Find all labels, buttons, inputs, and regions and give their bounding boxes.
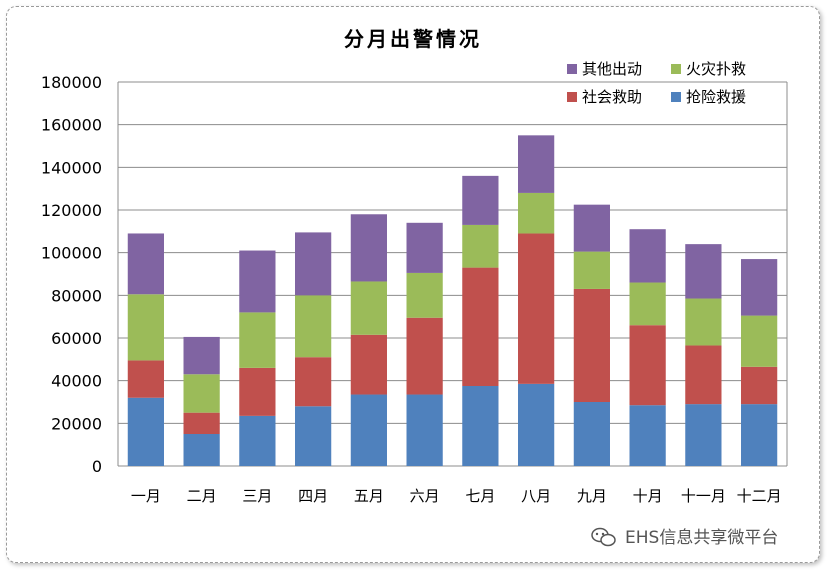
legend-swatch (671, 92, 681, 102)
bar-segment (685, 404, 722, 466)
gridlines (117, 81, 788, 467)
x-tick-label: 六月 (410, 487, 440, 505)
bar-segment (462, 224, 499, 268)
bar-segment (573, 288, 610, 402)
y-tick-label: 140000 (41, 158, 102, 177)
bar-segment (350, 394, 387, 466)
x-tick-label: 九月 (577, 487, 607, 505)
x-tick-label: 八月 (521, 487, 551, 505)
bar-segment (573, 204, 610, 252)
bar-segment (685, 244, 722, 299)
y-tick-label: 180000 (41, 73, 102, 92)
bar-segment (629, 229, 666, 283)
bar-segment (295, 295, 332, 358)
legend-label: 其他出动 (582, 60, 642, 78)
watermark: EHS信息共享微平台 (591, 527, 778, 548)
bar-segment (462, 175, 499, 225)
y-tick-label: 20000 (51, 414, 102, 433)
x-tick-label: 二月 (187, 487, 217, 505)
legend-label: 抢险救援 (686, 88, 746, 106)
y-tick-label: 120000 (41, 201, 102, 220)
y-tick-label: 160000 (41, 116, 102, 135)
bar-segment (629, 325, 666, 406)
x-tick-label: 五月 (354, 487, 384, 505)
bar-segment (462, 267, 499, 386)
x-tick-label: 三月 (242, 487, 272, 505)
bar-segment (518, 233, 555, 384)
x-tick-label: 一月 (131, 487, 161, 505)
legend-swatch (567, 92, 577, 102)
bar-segment (685, 345, 722, 405)
bar-segment (518, 135, 555, 193)
bars (127, 135, 778, 466)
bar-segment (127, 233, 164, 295)
bar-segment (629, 405, 666, 466)
bar-segment (127, 397, 164, 466)
bar-segment (518, 383, 555, 466)
bar-segment (741, 366, 778, 405)
bar-segment (741, 315, 778, 367)
bar-segment (629, 282, 666, 326)
x-tick-label: 十二月 (737, 487, 782, 505)
bar-segment (406, 222, 443, 273)
bar-segment (183, 412, 220, 434)
legend-label: 社会救助 (582, 88, 642, 106)
bar-segment (518, 192, 555, 234)
bar-segment (239, 415, 276, 466)
watermark-text: EHS信息共享微平台 (625, 528, 778, 548)
bar-segment (239, 250, 276, 313)
y-tick-label: 60000 (51, 329, 102, 348)
wechat-icon (591, 527, 616, 547)
bar-segment (685, 298, 722, 346)
bar-segment (127, 360, 164, 398)
y-tick-label: 0 (92, 457, 102, 476)
x-tick-label: 四月 (298, 487, 328, 505)
chart-title: 分月出警情况 (344, 27, 482, 51)
y-tick-label: 100000 (41, 244, 102, 263)
y-tick-label: 80000 (51, 286, 102, 305)
bar-segment (183, 336, 220, 375)
bar-segment (406, 317, 443, 395)
x-tick-label: 七月 (465, 487, 495, 505)
bar-segment (183, 374, 220, 413)
x-tick-label: 十一月 (681, 487, 726, 505)
y-tick-label: 40000 (51, 372, 102, 391)
bar-segment (741, 404, 778, 466)
bar-segment (239, 312, 276, 368)
bar-segment (573, 251, 610, 289)
bar-segment (406, 272, 443, 318)
bar-segment (183, 434, 220, 466)
bar-segment (295, 357, 332, 407)
y-axis: 0 20000 40000 60000 80000 100000 120000 140000 1… (41, 73, 102, 476)
x-tick-label: 十月 (633, 487, 663, 505)
bar-segment (127, 294, 164, 361)
legend-swatch (671, 64, 681, 74)
bar-segment (239, 367, 276, 416)
bar-segment (295, 232, 332, 296)
bar-segment (350, 214, 387, 282)
bar-segment (350, 334, 387, 395)
legend-label: 火灾扑救 (686, 60, 746, 78)
bar-segment (350, 281, 387, 335)
bar-segment (295, 406, 332, 466)
bar-segment (741, 259, 778, 316)
bar-segment (573, 402, 610, 466)
bar-segment (406, 394, 443, 466)
bar-segment (462, 386, 499, 466)
legend-swatch (567, 64, 577, 74)
x-axis: 一月 二月 三月 四月 五月 六月 七月 八月 九月 十月 十一月 十二月 (131, 487, 782, 505)
